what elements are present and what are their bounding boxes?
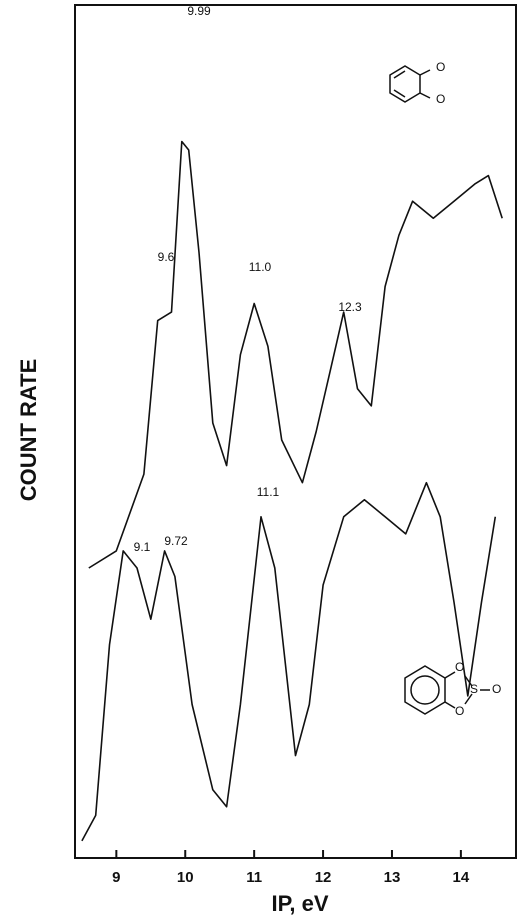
peak-label: 12.3 — [338, 300, 362, 314]
atom-label: O — [436, 60, 445, 74]
x-tick-label: 12 — [315, 869, 332, 886]
plot-frame — [74, 4, 517, 859]
atom-label: S — [470, 682, 478, 696]
x-tick-label: 10 — [177, 869, 194, 886]
peak-label: 11.0 — [249, 260, 272, 274]
spectrum-line — [88, 140, 503, 569]
x-tick-label: 9 — [112, 869, 120, 886]
sulfite-structure — [404, 665, 490, 715]
y-axis-label: COUNT RATE — [16, 359, 41, 502]
atom-label: O — [492, 682, 501, 696]
x-tick-label: 11 — [246, 869, 262, 886]
atom-label: O — [436, 92, 445, 106]
x-axis-label: IP, eV — [271, 891, 328, 916]
x-tick-label: 13 — [384, 869, 401, 886]
peak-label: 11.1 — [257, 485, 280, 499]
spectrum-line — [81, 481, 497, 842]
x-tick-label: 14 — [453, 869, 470, 886]
atom-label: O — [455, 660, 464, 674]
peak-label: 9.72 — [164, 534, 188, 548]
quinone-structure — [389, 65, 431, 103]
atom-label: O — [455, 704, 464, 718]
peak-label: 9.6 — [158, 250, 175, 264]
peak-label: 9.99 — [187, 4, 211, 18]
peak-label: 9.1 — [134, 540, 151, 554]
